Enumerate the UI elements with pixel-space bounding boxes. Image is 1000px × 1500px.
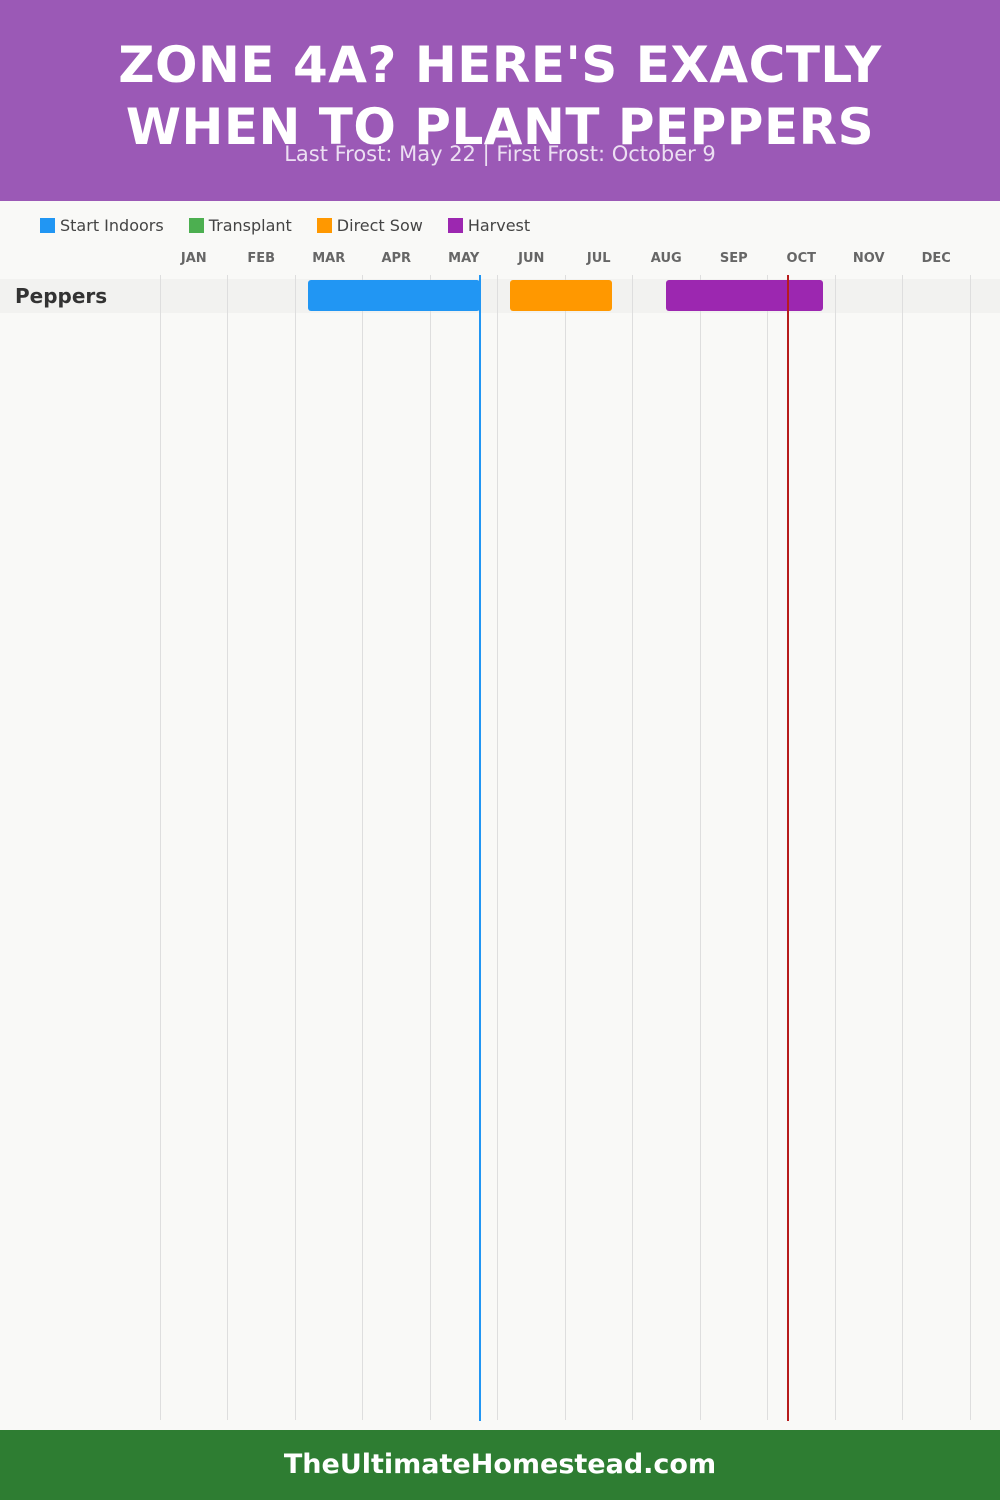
- bar-start-indoors: [308, 280, 480, 311]
- title-line-1: ZONE 4A? HERE'S EXACTLY: [118, 36, 882, 94]
- swatch-transplant-icon: [188, 217, 204, 233]
- swatch-direct-sow-icon: [316, 217, 332, 233]
- gridline: [430, 275, 431, 1420]
- month-label: OCT: [786, 251, 816, 266]
- row-peppers: [0, 279, 1000, 313]
- bar-direct-sow: [510, 280, 612, 311]
- month-label: FEB: [247, 251, 276, 266]
- first-frost-marker: [787, 275, 789, 1421]
- footer-banner: TheUltimateHomestead.com: [0, 1430, 1000, 1500]
- month-label: DEC: [921, 251, 951, 266]
- legend-item-harvest: Harvest: [447, 216, 530, 235]
- month-label: JUL: [586, 251, 611, 266]
- legend-item-start-indoors: Start Indoors: [40, 216, 164, 235]
- gridline: [902, 275, 903, 1420]
- gridline: [227, 275, 228, 1420]
- legend: Start Indoors Transplant Direct Sow Harv…: [40, 214, 555, 236]
- page-title: ZONE 4A? HERE'S EXACTLY WHEN TO PLANT PE…: [0, 34, 1000, 158]
- swatch-harvest-icon: [447, 217, 463, 233]
- gridline: [970, 275, 971, 1420]
- month-label: SEP: [719, 251, 748, 266]
- gridline: [767, 275, 768, 1420]
- title-line-2: WHEN TO PLANT PEPPERS: [125, 98, 875, 156]
- month-label: APR: [381, 251, 412, 266]
- header-banner: ZONE 4A? HERE'S EXACTLY WHEN TO PLANT PE…: [0, 0, 1000, 201]
- gridline: [700, 275, 701, 1420]
- gridline: [835, 275, 836, 1420]
- month-label: JUN: [518, 251, 545, 266]
- legend-item-direct-sow: Direct Sow: [316, 216, 423, 235]
- gridline: [362, 275, 363, 1420]
- legend-item-transplant: Transplant: [188, 216, 292, 235]
- bar-harvest: [666, 280, 823, 311]
- gridline: [497, 275, 498, 1420]
- gridline: [160, 275, 161, 1420]
- swatch-start-indoors-icon: [40, 217, 55, 233]
- gridline: [295, 275, 296, 1420]
- month-label: MAY: [448, 251, 480, 266]
- last-frost-marker: [479, 275, 481, 1421]
- gridline: [565, 275, 566, 1420]
- gridline: [632, 275, 633, 1420]
- month-label: JAN: [180, 251, 207, 266]
- month-label: MAR: [312, 251, 346, 266]
- row-label-peppers: Peppers: [15, 284, 108, 308]
- month-label: AUG: [650, 251, 682, 266]
- month-label: NOV: [852, 251, 885, 266]
- frost-dates-subtitle: Last Frost: May 22 | First Frost: Octobe…: [284, 142, 716, 166]
- site-link[interactable]: TheUltimateHomestead.com: [283, 1449, 717, 1480]
